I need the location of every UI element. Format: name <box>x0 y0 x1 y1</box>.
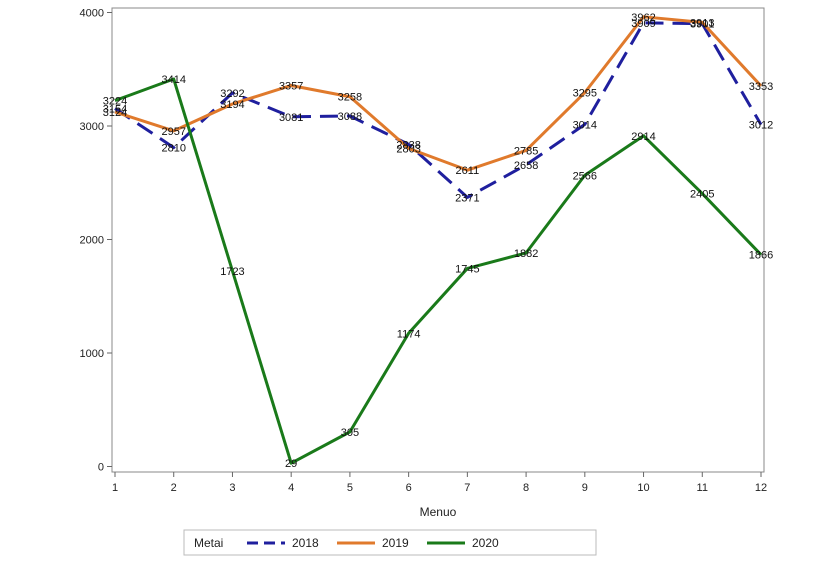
legend-title: Metai <box>194 536 223 550</box>
x-tick-label: 6 <box>406 482 412 494</box>
data-label-2020: 2405 <box>690 189 714 201</box>
data-label-2018: 3292 <box>220 88 244 100</box>
y-tick-label: 3000 <box>80 121 104 133</box>
data-label-2019: 3194 <box>220 99 244 111</box>
data-label-2018: 3014 <box>573 119 597 131</box>
data-label-2019: 3962 <box>631 12 655 24</box>
data-label-2019: 3124 <box>103 107 127 119</box>
x-tick-label: 2 <box>171 482 177 494</box>
x-tick-label: 9 <box>582 482 588 494</box>
x-tick-label: 7 <box>464 482 470 494</box>
data-label-2020: 1866 <box>749 250 773 262</box>
data-label-2019: 3913 <box>690 17 714 29</box>
data-label-2019: 3258 <box>338 92 362 104</box>
data-label-2018: 3901 <box>690 19 714 31</box>
data-label-2019: 3353 <box>749 81 773 93</box>
data-label-2018: 3081 <box>279 112 303 124</box>
x-axis: 1 2 3 4 5 6 7 8 9 10 11 12 <box>112 472 767 494</box>
data-label-2020: 2914 <box>631 131 655 143</box>
data-label-2020: 305 <box>341 427 359 439</box>
y-tick-label: 1000 <box>80 348 104 360</box>
y-axis: 0 1000 2000 3000 4000 <box>80 8 112 474</box>
x-tick-label: 4 <box>288 482 294 494</box>
data-label-2018: 3909 <box>631 18 655 30</box>
data-label-2020: 3224 <box>103 96 127 108</box>
legend-label-2018: 2018 <box>292 536 319 550</box>
series-lines <box>114 15 763 465</box>
data-label-2020: 2566 <box>573 170 597 182</box>
data-label-2018: 2658 <box>514 160 538 172</box>
data-label-2020: 1882 <box>514 248 538 260</box>
data-label-2018: 2838 <box>396 139 420 151</box>
data-label-2020: 1745 <box>455 263 479 275</box>
series-line-2019 <box>114 15 763 172</box>
data-label-2020: 1723 <box>220 266 244 278</box>
x-tick-label: 12 <box>755 482 767 494</box>
x-tick-label: 3 <box>229 482 235 494</box>
data-label-2020: 1174 <box>397 328 421 340</box>
x-tick-label: 11 <box>697 482 708 494</box>
data-label-2020: 3414 <box>161 74 185 86</box>
series-line-2020 <box>114 77 763 465</box>
y-tick-label: 4000 <box>80 8 104 20</box>
data-label-2019: 3357 <box>279 80 303 92</box>
data-label-2018: 3088 <box>338 111 362 123</box>
legend-label-2019: 2019 <box>382 536 409 550</box>
x-axis-title: Menuo <box>420 505 457 519</box>
y-tick-label: 2000 <box>80 235 104 247</box>
legend-label-2020: 2020 <box>472 536 499 550</box>
x-tick-label: 10 <box>637 482 649 494</box>
data-label-2018: 2810 <box>161 143 185 155</box>
data-label-2019: 2803 <box>396 143 420 155</box>
data-label-2020: 29 <box>285 458 297 470</box>
data-label-2018: 3154 <box>103 104 127 116</box>
x-tick-label: 8 <box>523 482 529 494</box>
data-labels: 3154 2810 3292 3081 3088 2838 2371 2658 3014 3909… <box>103 12 773 470</box>
y-tick-label: 0 <box>98 462 104 474</box>
data-label-2018: 2371 <box>455 192 479 204</box>
data-label-2019: 2957 <box>161 126 185 138</box>
data-label-2018: 3012 <box>749 120 773 132</box>
series-line-2018 <box>114 21 763 199</box>
data-label-2019: 2611 <box>456 165 480 177</box>
x-tick-label: 1 <box>112 482 118 494</box>
data-label-2019: 3295 <box>573 88 597 100</box>
x-tick-label: 5 <box>347 482 353 494</box>
legend: Metai 2018 2019 2020 <box>183 529 597 556</box>
data-label-2019: 2785 <box>514 145 538 157</box>
plot-area-frame <box>111 7 765 473</box>
